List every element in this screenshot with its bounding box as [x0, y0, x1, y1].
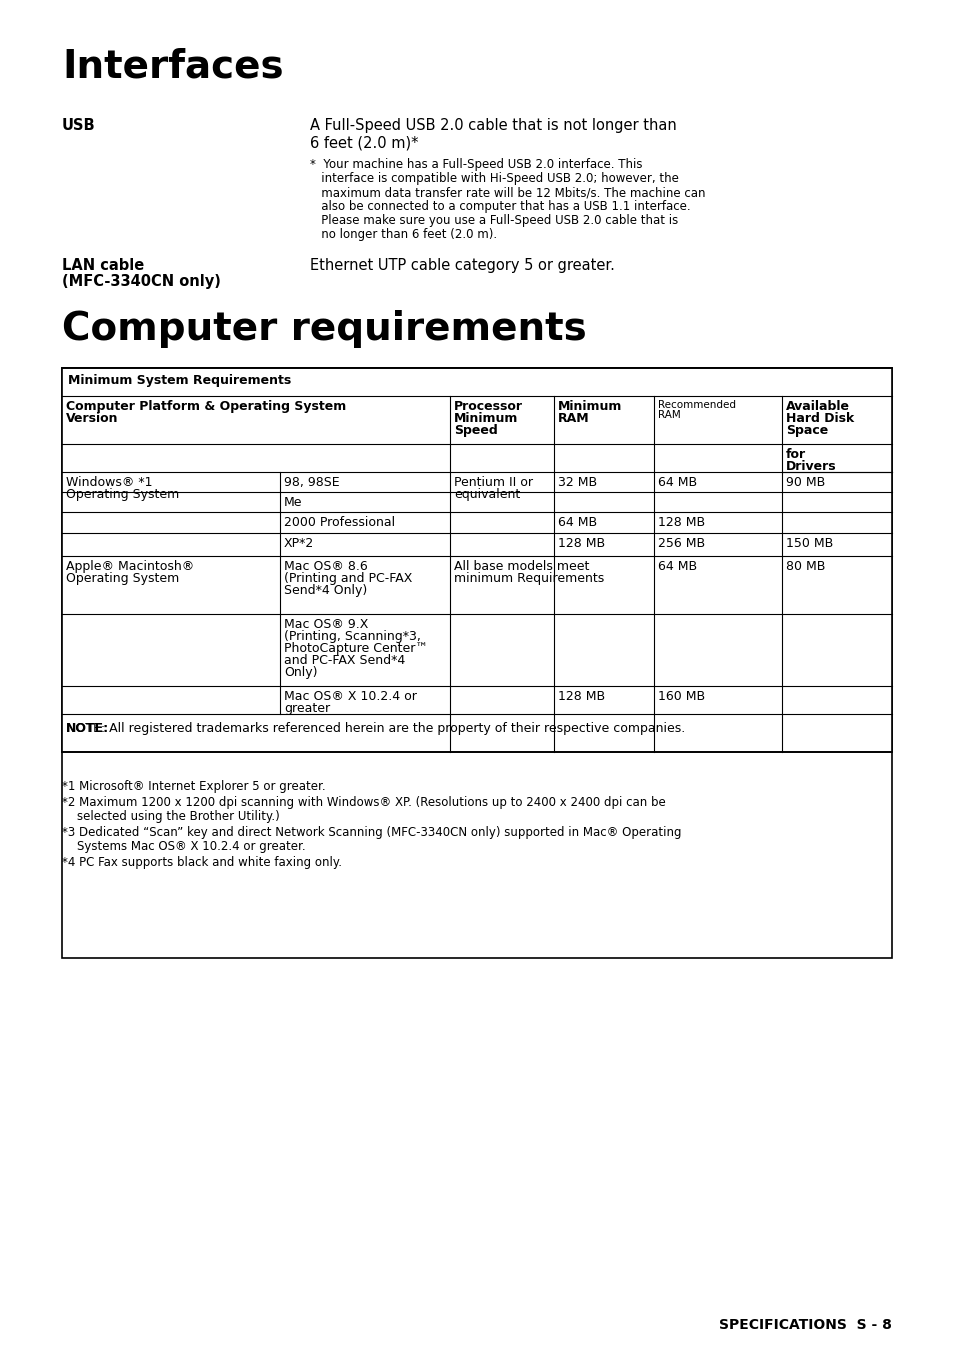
Text: equivalent: equivalent [454, 488, 519, 502]
Text: 150 MB: 150 MB [785, 537, 832, 550]
Text: 2000 Professional: 2000 Professional [284, 516, 395, 529]
Text: Computer requirements: Computer requirements [62, 310, 586, 347]
Text: (Printing, Scanning*3,: (Printing, Scanning*3, [284, 630, 420, 644]
Text: Me: Me [284, 496, 302, 508]
Text: Drivers: Drivers [785, 460, 836, 473]
Text: Mac OS® X 10.2.4 or: Mac OS® X 10.2.4 or [284, 690, 416, 703]
Text: Send*4 Only): Send*4 Only) [284, 584, 367, 598]
Text: LAN cable: LAN cable [62, 258, 144, 273]
Text: 160 MB: 160 MB [658, 690, 704, 703]
Text: 128 MB: 128 MB [558, 537, 604, 550]
Text: Mac OS® 8.6: Mac OS® 8.6 [284, 560, 367, 573]
Text: Mac OS® 9.X: Mac OS® 9.X [284, 618, 368, 631]
Text: 98, 98SE: 98, 98SE [284, 476, 339, 489]
Text: maximum data transfer rate will be 12 Mbits/s. The machine can: maximum data transfer rate will be 12 Mb… [310, 187, 705, 199]
Text: Recommended: Recommended [658, 400, 735, 410]
Text: RAM: RAM [558, 412, 589, 425]
Text: Version: Version [66, 412, 118, 425]
Text: *4 PC Fax supports black and white faxing only.: *4 PC Fax supports black and white faxin… [62, 856, 341, 869]
Text: 6 feet (2.0 m)*: 6 feet (2.0 m)* [310, 137, 418, 151]
Text: and PC-FAX Send*4: and PC-FAX Send*4 [284, 654, 405, 667]
Text: *  Your machine has a Full-Speed USB 2.0 interface. This: * Your machine has a Full-Speed USB 2.0 … [310, 158, 641, 170]
Text: Operating System: Operating System [66, 572, 179, 585]
Text: USB: USB [62, 118, 95, 132]
Text: 90 MB: 90 MB [785, 476, 824, 489]
Text: (Printing and PC-FAX: (Printing and PC-FAX [284, 572, 412, 585]
Text: Minimum: Minimum [454, 412, 517, 425]
Text: 32 MB: 32 MB [558, 476, 597, 489]
Text: XP*2: XP*2 [284, 537, 314, 550]
Text: Minimum System Requirements: Minimum System Requirements [68, 375, 291, 387]
Text: Windows® *1: Windows® *1 [66, 476, 152, 489]
Text: Apple® Macintosh®: Apple® Macintosh® [66, 560, 194, 573]
Text: Minimum: Minimum [558, 400, 621, 412]
Text: selected using the Brother Utility.): selected using the Brother Utility.) [62, 810, 279, 823]
Text: All base models meet: All base models meet [454, 560, 589, 573]
Text: Systems Mac OS® X 10.2.4 or greater.: Systems Mac OS® X 10.2.4 or greater. [62, 840, 305, 853]
Text: Only): Only) [284, 667, 317, 679]
Bar [62, 368, 891, 959]
Text: 64 MB: 64 MB [658, 560, 697, 573]
Text: 64 MB: 64 MB [658, 476, 697, 489]
Text: 128 MB: 128 MB [558, 690, 604, 703]
Text: Please make sure you use a Full-Speed USB 2.0 cable that is: Please make sure you use a Full-Speed US… [310, 214, 678, 227]
Text: Pentium II or: Pentium II or [454, 476, 533, 489]
Text: Hard Disk: Hard Disk [785, 412, 853, 425]
Text: NOTE: All registered trademarks referenced herein are the property of their resp: NOTE: All registered trademarks referenc… [66, 722, 684, 735]
Text: (MFC-3340CN only): (MFC-3340CN only) [62, 274, 221, 289]
Bar [62, 368, 891, 752]
Text: interface is compatible with Hi-Speed USB 2.0; however, the: interface is compatible with Hi-Speed US… [310, 172, 679, 185]
Text: no longer than 6 feet (2.0 m).: no longer than 6 feet (2.0 m). [310, 228, 497, 241]
Text: Space: Space [785, 425, 827, 437]
Text: Processor: Processor [454, 400, 522, 412]
Text: Computer Platform & Operating System: Computer Platform & Operating System [66, 400, 346, 412]
Text: 128 MB: 128 MB [658, 516, 704, 529]
Text: Speed: Speed [454, 425, 497, 437]
Text: *1 Microsoft® Internet Explorer 5 or greater.: *1 Microsoft® Internet Explorer 5 or gre… [62, 780, 325, 794]
Text: PhotoCapture Center™: PhotoCapture Center™ [284, 642, 428, 654]
Text: *3 Dedicated “Scan” key and direct Network Scanning (MFC-3340CN only) supported : *3 Dedicated “Scan” key and direct Netwo… [62, 826, 680, 840]
Text: Available: Available [785, 400, 849, 412]
Text: NOTE:: NOTE: [66, 722, 109, 735]
Text: minimum Requirements: minimum Requirements [454, 572, 603, 585]
Text: 64 MB: 64 MB [558, 516, 597, 529]
Text: A Full-Speed USB 2.0 cable that is not longer than: A Full-Speed USB 2.0 cable that is not l… [310, 118, 676, 132]
Text: 80 MB: 80 MB [785, 560, 824, 573]
Text: for: for [785, 448, 805, 461]
Text: Operating System: Operating System [66, 488, 179, 502]
Text: *2 Maximum 1200 x 1200 dpi scanning with Windows® XP. (Resolutions up to 2400 x : *2 Maximum 1200 x 1200 dpi scanning with… [62, 796, 665, 808]
Text: also be connected to a computer that has a USB 1.1 interface.: also be connected to a computer that has… [310, 200, 690, 214]
Text: SPECIFICATIONS  S - 8: SPECIFICATIONS S - 8 [719, 1318, 891, 1332]
Text: Ethernet UTP cable category 5 or greater.: Ethernet UTP cable category 5 or greater… [310, 258, 615, 273]
Text: Interfaces: Interfaces [62, 49, 283, 87]
Text: 256 MB: 256 MB [658, 537, 704, 550]
Text: greater: greater [284, 702, 330, 715]
Text: RAM: RAM [658, 410, 680, 420]
